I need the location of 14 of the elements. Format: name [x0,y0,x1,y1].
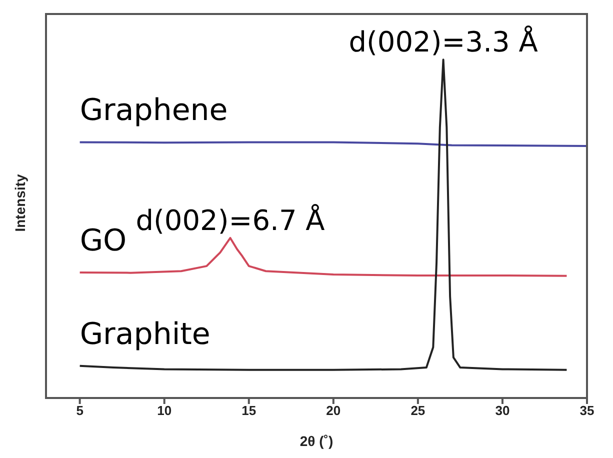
x-axis-title: 2θ (˚) [300,433,334,449]
annotation: d(002)=6.7 Å [136,204,325,237]
x-tick-label: 5 [76,403,84,418]
series-label: GO [80,223,127,258]
y-axis-title: Intensity [12,174,28,232]
x-tick-label: 15 [242,403,256,418]
x-tick-label: 30 [495,403,510,418]
series-label: Graphene [80,93,228,128]
x-tick-label: 25 [410,403,426,418]
x-tick-label: 35 [580,403,594,418]
x-tick-label: 10 [157,403,172,418]
annotation: d(002)=3.3 Å [348,26,538,59]
series-label: Graphite [80,316,210,352]
x-tick-label: 20 [326,403,341,418]
